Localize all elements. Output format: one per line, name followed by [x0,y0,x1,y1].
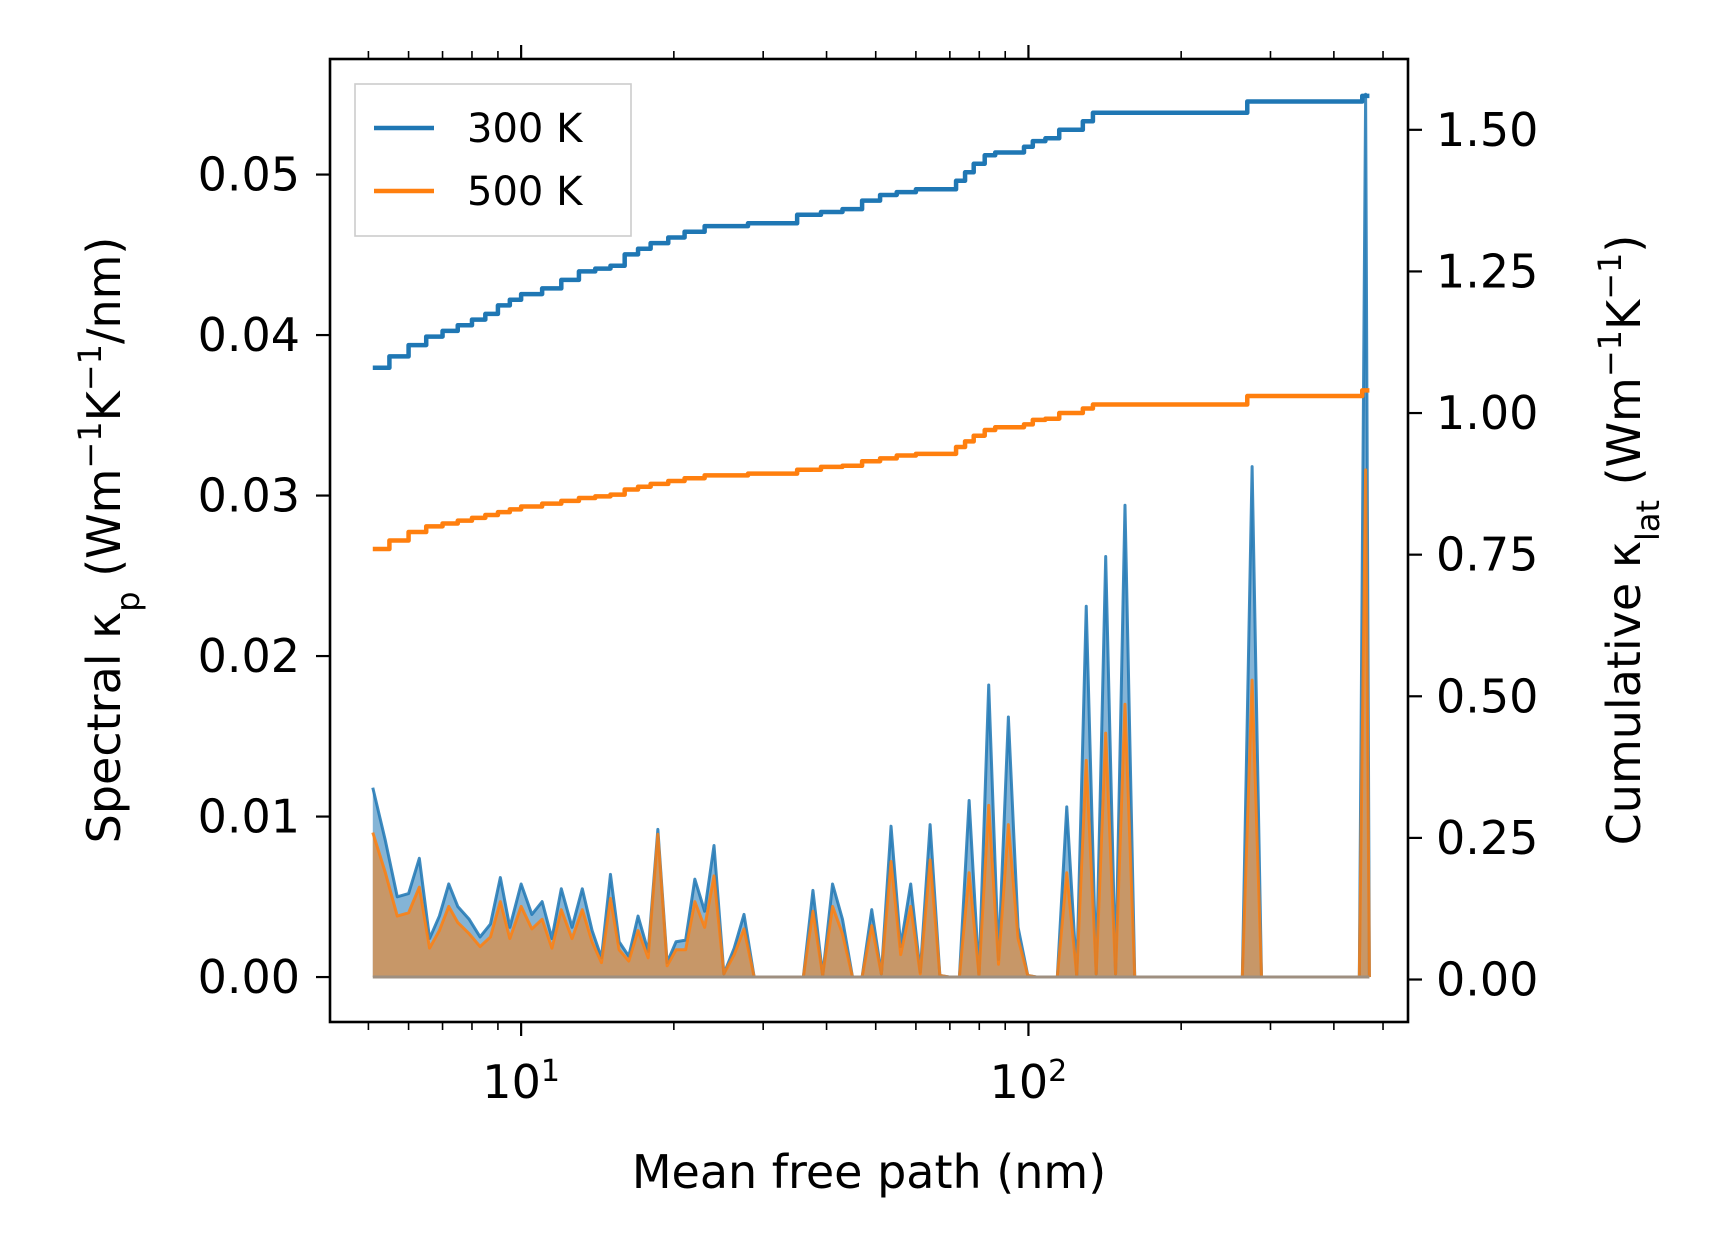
right-tick-label: 0.00 [1436,953,1538,1007]
legend-label-500k: 500 K [467,169,584,215]
cumulative-lines [372,93,1370,552]
left-axis-title: Spectral κp (Wm−1K−1/nm) [71,237,147,844]
left-tick-label: 0.05 [198,148,300,202]
legend: 300 K 500 K [354,83,632,237]
legend-label-300k: 300 K [467,106,584,152]
axis-ticks [316,45,1422,1036]
x-tick-label: 102 [990,1054,1068,1110]
left-tick-label: 0.02 [198,629,300,683]
right-tick-label: 0.25 [1436,811,1538,865]
cumulative-line-300k [372,93,1370,370]
left-tick-label: 0.00 [198,950,300,1004]
right-tick-label: 1.50 [1436,103,1538,157]
left-tick-label: 0.01 [198,790,300,844]
right-tick-label: 1.25 [1436,244,1538,298]
right-tick-label: 0.75 [1436,528,1538,582]
right-tick-label: 0.50 [1436,669,1538,723]
legend-box [354,83,632,237]
cumulative-line-500k [372,388,1370,552]
right-tick-labels: 0.00 0.25 0.50 0.75 1.00 1.25 1.50 [1436,103,1538,1007]
x-tick-label: 101 [482,1054,560,1110]
plot-frame [328,57,1410,1024]
left-tick-label: 0.03 [198,469,300,523]
left-tick-labels: 0.00 0.01 0.02 0.03 0.04 0.05 [198,148,300,1005]
x-tick-labels: 101 102 [482,1054,1067,1110]
right-axis-title: Cumulative κlat (Wm−1K−1) [1591,235,1667,846]
x-axis-title: Mean free path (nm) [632,1145,1106,1199]
left-tick-label: 0.04 [198,308,300,362]
right-tick-label: 1.00 [1436,386,1538,440]
spectral-lines [371,92,1371,979]
